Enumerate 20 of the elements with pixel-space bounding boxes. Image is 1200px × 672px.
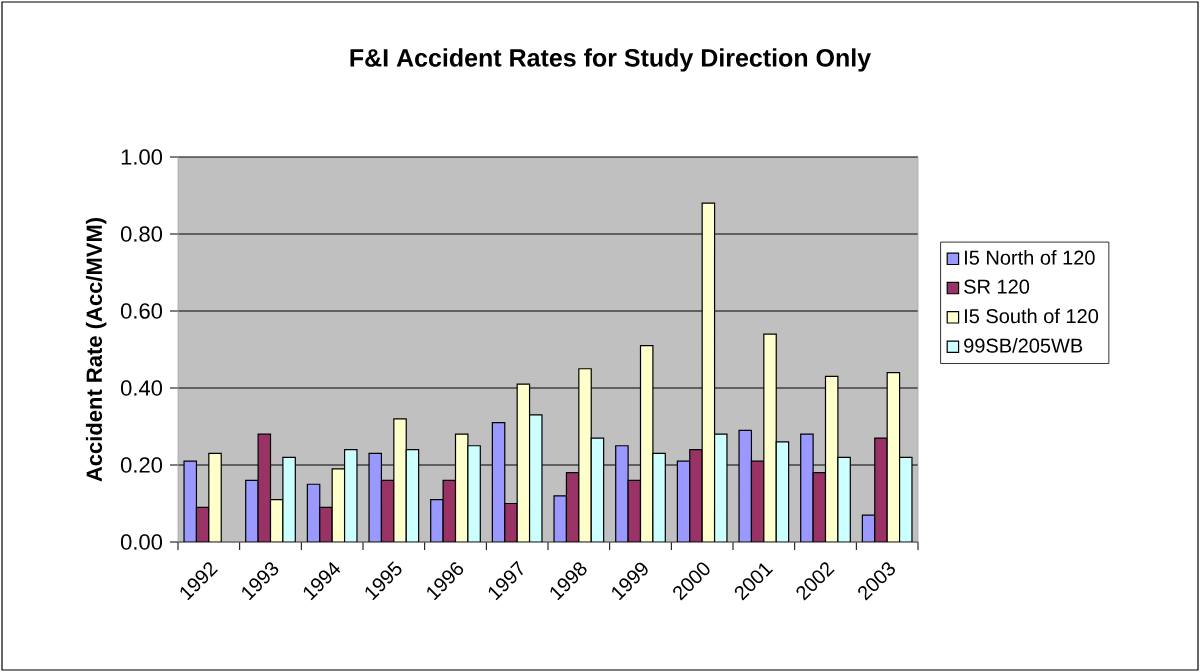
legend-label: I5 North of 120 xyxy=(965,250,1095,265)
y-tick-label: 1.00 xyxy=(121,149,163,165)
legend-label: SR 120 xyxy=(964,279,1030,294)
y-tick-label: 0.60 xyxy=(120,303,163,319)
bar xyxy=(393,418,407,542)
y-tick-label: 0.80 xyxy=(120,226,163,242)
bar xyxy=(578,368,592,542)
y-tick-label: 0.00 xyxy=(120,534,163,550)
bar xyxy=(504,502,518,542)
legend-label: 99SB/205WB xyxy=(964,338,1083,353)
bar xyxy=(763,333,777,542)
bar xyxy=(319,506,333,542)
bar xyxy=(874,437,888,542)
legend-label: I5 South of 120 xyxy=(965,308,1099,324)
y-axis-title: Accident Rate (Acc/MVM) xyxy=(85,217,107,482)
y-tick-label: 0.20 xyxy=(120,457,163,473)
bar xyxy=(208,452,222,542)
y-tick-label: 0.40 xyxy=(120,380,163,396)
chart-title: F&I Accident Rates for Study Direction Only xyxy=(350,48,871,72)
bar xyxy=(689,448,703,542)
